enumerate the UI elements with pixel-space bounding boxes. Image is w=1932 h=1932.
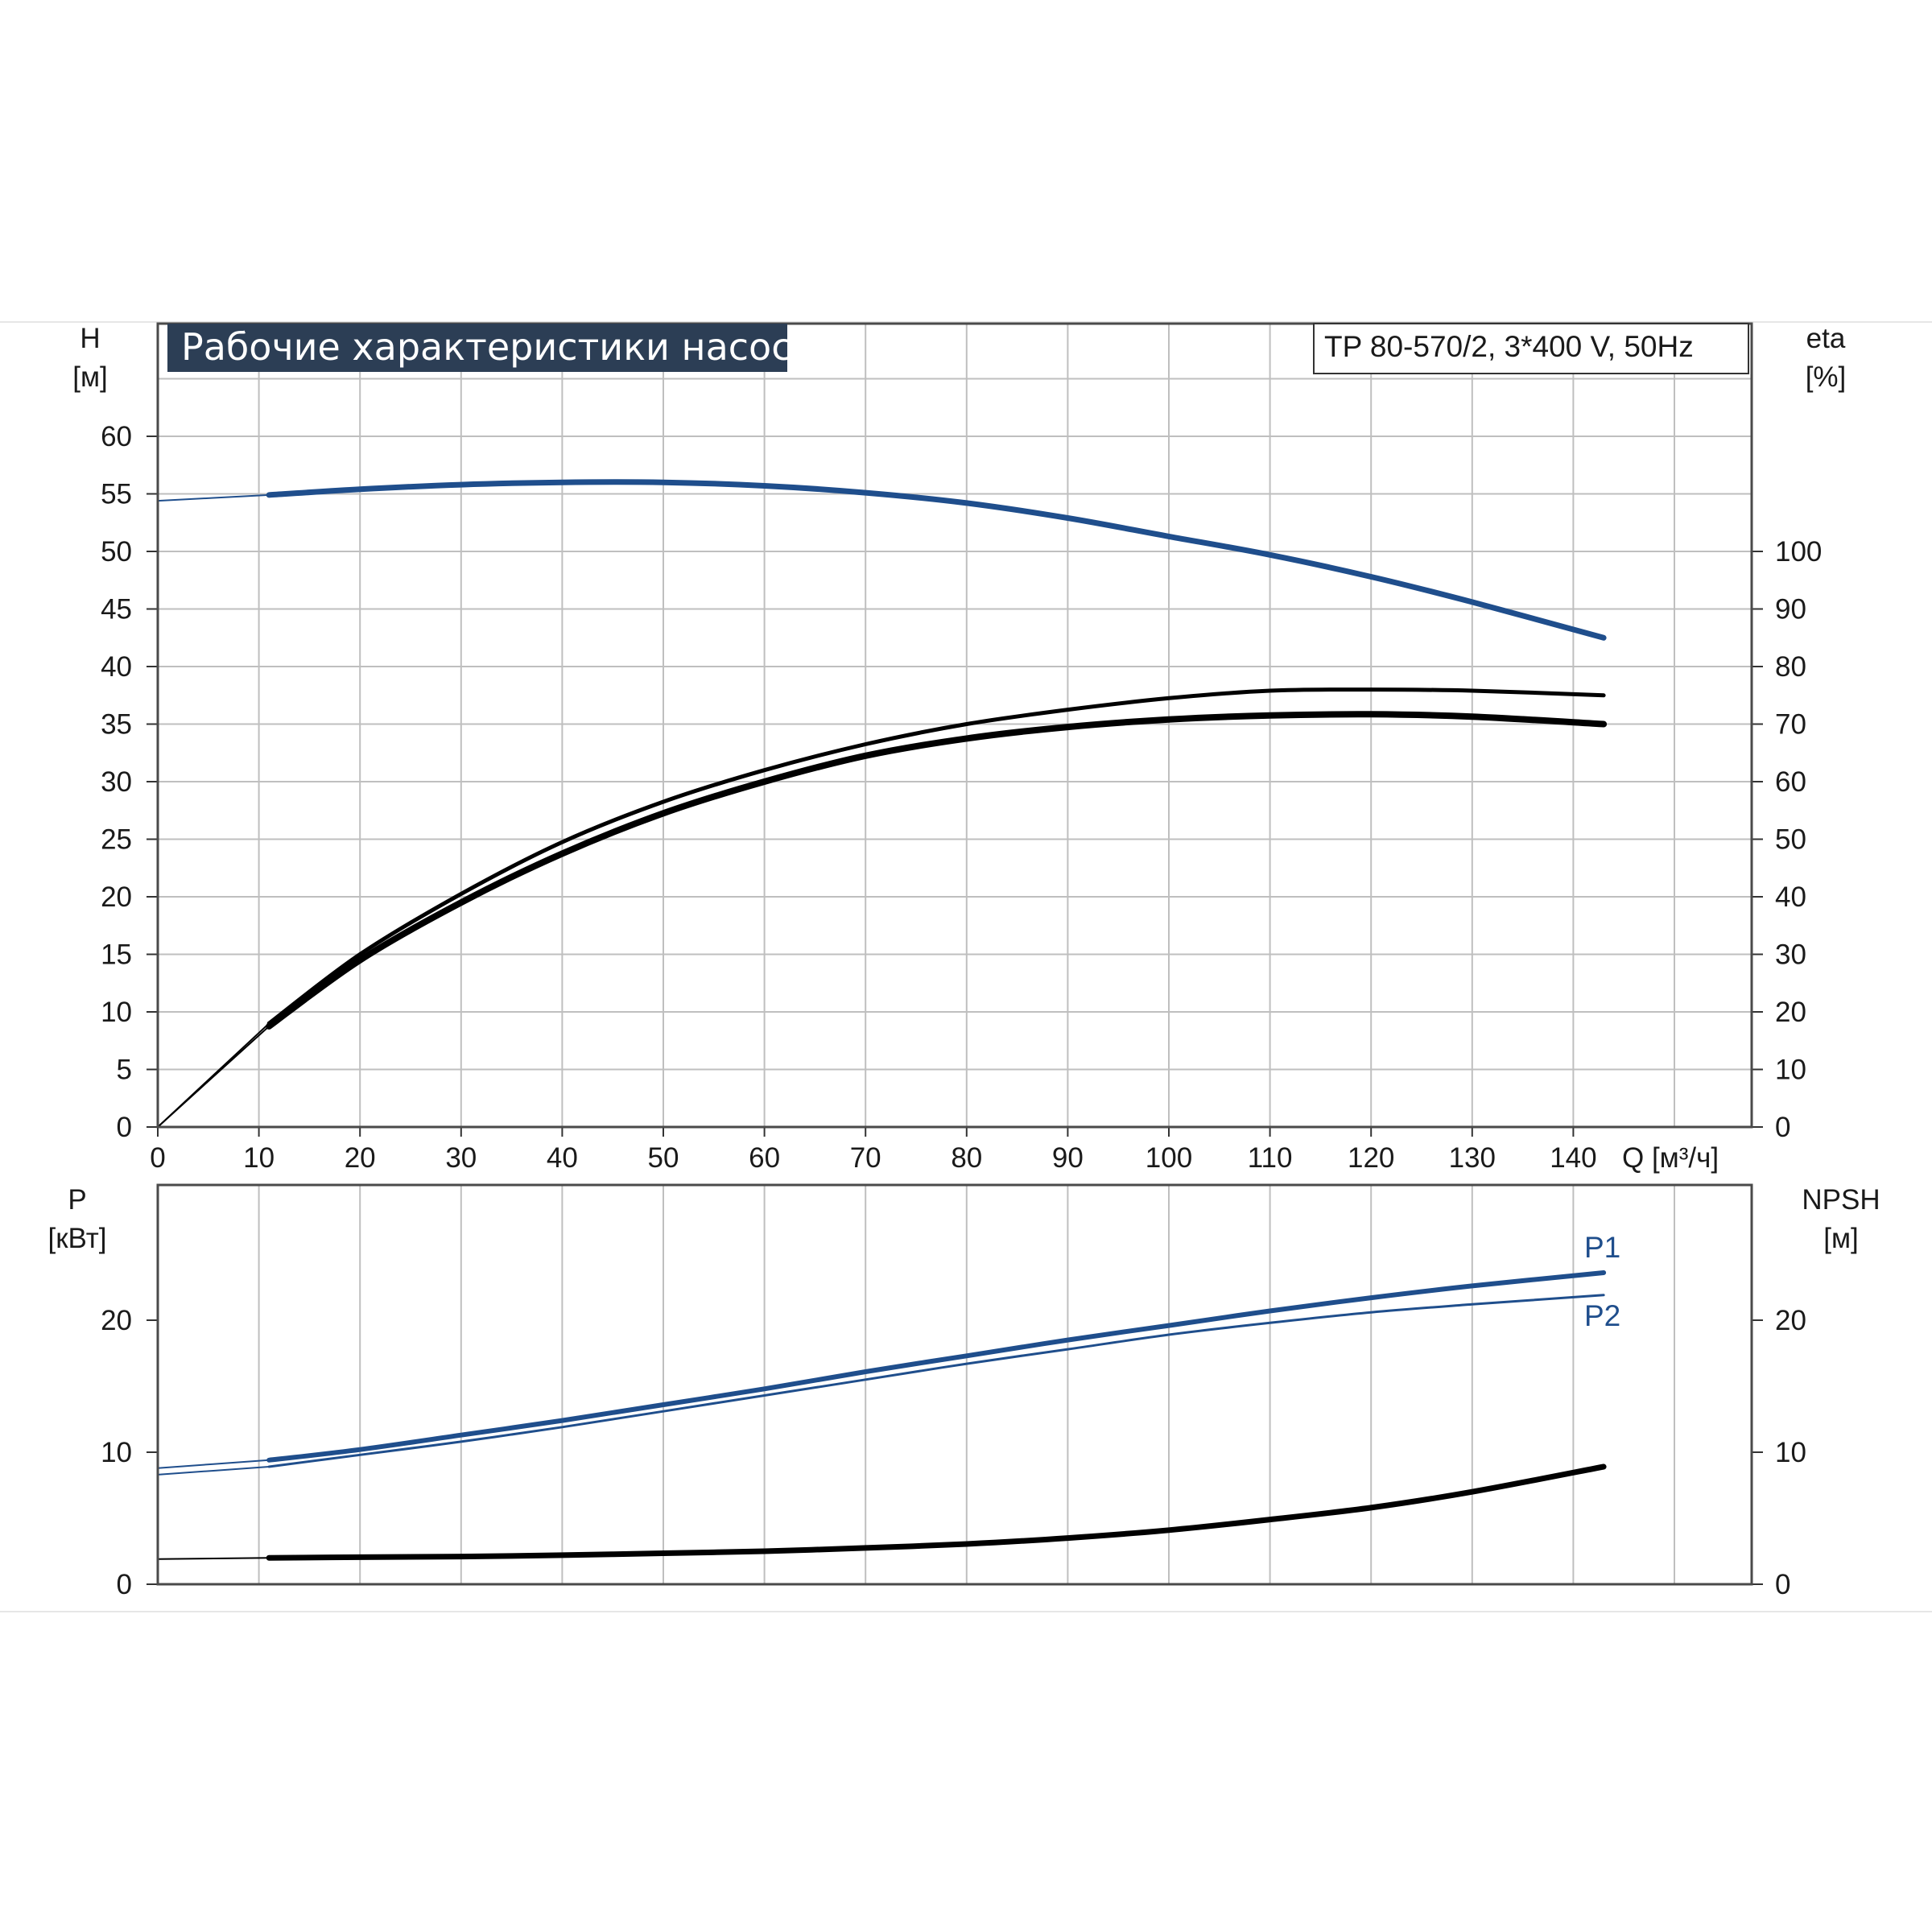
p-tick-label: 10 <box>101 1437 132 1468</box>
p1-series-label: P1 <box>1584 1231 1620 1264</box>
right-tick-label: 90 <box>1775 594 1806 625</box>
left-tick-label: 10 <box>101 997 132 1028</box>
bottom-series-group: P1 P2 <box>157 1231 1620 1561</box>
right-tick-label: 60 <box>1775 766 1806 798</box>
efficiency-curve-lower <box>266 711 1608 1030</box>
right-tick-label: 50 <box>1775 824 1806 856</box>
axis-label-line: [%] <box>1806 361 1847 393</box>
left-tick-label: 55 <box>101 479 132 510</box>
x-tick-label: 60 <box>749 1142 780 1174</box>
x-tick-label: 30 <box>445 1142 477 1174</box>
npsh-tick-label: 0 <box>1775 1569 1790 1600</box>
right-tick-label: 20 <box>1775 997 1806 1028</box>
x-tick-label: 100 <box>1146 1142 1192 1174</box>
axis-label-line: [кВт] <box>48 1223 107 1254</box>
x-axis-label: Q [м³/ч] <box>1622 1142 1719 1174</box>
efficiency-curve-lower-extension <box>157 1025 270 1128</box>
right-tick-label: 40 <box>1775 881 1806 913</box>
axis-label-line: P <box>68 1184 86 1216</box>
x-tick-label: 40 <box>547 1142 578 1174</box>
bottom-plot-frame <box>156 1183 1753 1586</box>
top-series-group <box>157 479 1608 1128</box>
x-tick-label: 0 <box>150 1142 165 1174</box>
title-box <box>167 324 787 372</box>
bottom-y-axis-label-left: P [кВт] <box>48 1184 107 1254</box>
left-tick-label: 60 <box>101 421 132 452</box>
head-curve-extension <box>157 493 270 502</box>
npsh-tick-label: 20 <box>1775 1305 1806 1336</box>
p-tick-label: 20 <box>101 1305 132 1336</box>
x-tick-label: 80 <box>951 1142 982 1174</box>
x-tick-label: 50 <box>648 1142 679 1174</box>
axis-label-line: [м] <box>1823 1223 1859 1254</box>
left-tick-label: 30 <box>101 766 132 798</box>
model-label: TP 80-570/2, 3*400 V, 50Hz <box>1324 330 1694 363</box>
model-box <box>1313 323 1749 374</box>
left-tick-label: 35 <box>101 709 132 741</box>
npsh-curve-extension <box>157 1557 270 1560</box>
axis-label-line: eta <box>1806 323 1846 354</box>
axis-label-line: NPSH <box>1802 1184 1880 1216</box>
left-tick-label: 15 <box>101 939 132 971</box>
x-tick-label: 120 <box>1348 1142 1394 1174</box>
p2-power-curve-extension <box>157 1466 270 1476</box>
left-tick-label: 20 <box>101 881 132 913</box>
power-npsh-panel: P1 P2 0 10 20 0 10 20 P [кВт] NPSH [м] <box>48 1183 1880 1600</box>
x-tick-label: 90 <box>1052 1142 1084 1174</box>
left-tick-label: 50 <box>101 536 132 568</box>
right-tick-label: 80 <box>1775 651 1806 683</box>
x-tick-label: 10 <box>243 1142 275 1174</box>
x-tick-label: 130 <box>1449 1142 1496 1174</box>
right-tick-label: 10 <box>1775 1055 1806 1086</box>
x-tick-label: 140 <box>1550 1142 1596 1174</box>
axis-label-line: [м] <box>72 361 108 393</box>
p2-power-curve <box>267 1294 1605 1468</box>
efficiency-curve-upper <box>266 687 1606 1026</box>
bottom-y-axis-label-right: NPSH [м] <box>1802 1184 1880 1254</box>
bottom-gridlines <box>258 1185 1675 1584</box>
top-tick-labels: 0 5 10 15 20 25 30 35 40 45 50 55 60 0 10 20 30 40 50 60 70 8… <box>101 421 1822 1174</box>
npsh-tick-label: 10 <box>1775 1437 1806 1468</box>
right-tick-label: 30 <box>1775 939 1806 971</box>
bottom-tick-labels: 0 10 20 0 10 20 <box>101 1305 1806 1600</box>
p2-series-label: P2 <box>1584 1299 1620 1332</box>
top-plot-frame <box>156 322 1753 1129</box>
axis-label-line: H <box>80 323 100 354</box>
left-tick-label: 5 <box>117 1055 132 1086</box>
right-tick-label: 100 <box>1775 536 1822 568</box>
left-tick-label: 45 <box>101 594 132 625</box>
left-tick-label: 25 <box>101 824 132 856</box>
chart-title: Рабочие характеристики насоса <box>181 325 815 369</box>
right-tick-label: 70 <box>1775 709 1806 741</box>
left-tick-label: 0 <box>117 1112 132 1143</box>
p1-power-curve-extension <box>157 1459 270 1469</box>
x-tick-label: 20 <box>345 1142 376 1174</box>
x-tick-label: 70 <box>850 1142 881 1174</box>
npsh-curve <box>266 1463 1607 1561</box>
top-gridlines <box>158 324 1752 1127</box>
head-efficiency-panel: 0 5 10 15 20 25 30 35 40 45 50 55 60 0 10 20 30 40 50 60 70 8… <box>72 322 1847 1174</box>
top-y-axis-label-left: H [м] <box>72 323 108 393</box>
left-tick-label: 40 <box>101 651 132 683</box>
top-y-axis-label-right: eta [%] <box>1806 323 1847 393</box>
x-tick-label: 110 <box>1248 1142 1293 1174</box>
p-tick-label: 0 <box>117 1569 132 1600</box>
p1-power-curve <box>266 1270 1607 1463</box>
right-tick-label: 0 <box>1775 1112 1790 1143</box>
head-curve <box>266 479 1607 641</box>
